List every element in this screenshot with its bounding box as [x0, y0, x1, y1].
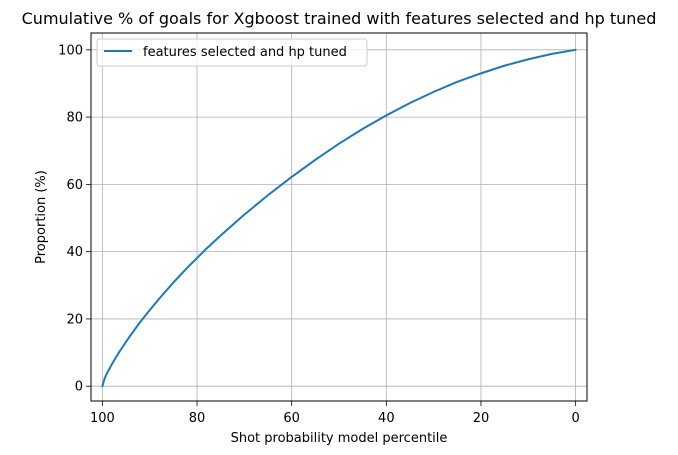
x-tick-label: 60 — [283, 411, 300, 426]
chart-title: Cumulative % of goals for Xgboost traine… — [22, 9, 657, 28]
y-axis-ticks: 0 20 40 60 80 100 — [58, 43, 91, 395]
y-axis-label: Proportion (%) — [34, 170, 49, 264]
y-tick-label: 40 — [66, 245, 83, 260]
legend: features selected and hp tuned — [96, 38, 368, 67]
grid-lines — [91, 33, 587, 401]
x-axis-ticks: 100 80 60 40 20 0 — [90, 401, 580, 426]
series-line — [101, 48, 577, 388]
series-layer — [101, 48, 577, 388]
x-tick-label: 0 — [571, 411, 579, 426]
x-tick-label: 40 — [378, 411, 395, 426]
plot-frame — [90, 32, 588, 402]
legend-label: features selected and hp tuned — [143, 45, 347, 60]
y-tick-label: 20 — [66, 312, 83, 327]
x-axis-label: Shot probability model percentile — [231, 431, 448, 446]
x-tick-label: 80 — [189, 411, 206, 426]
y-tick-label: 0 — [75, 380, 83, 395]
y-tick-label: 80 — [66, 111, 83, 126]
y-tick-label: 60 — [66, 178, 83, 193]
x-tick-label: 20 — [473, 411, 490, 426]
y-tick-label: 100 — [58, 43, 83, 58]
legend-box — [96, 38, 368, 67]
x-tick-label: 100 — [90, 411, 115, 426]
